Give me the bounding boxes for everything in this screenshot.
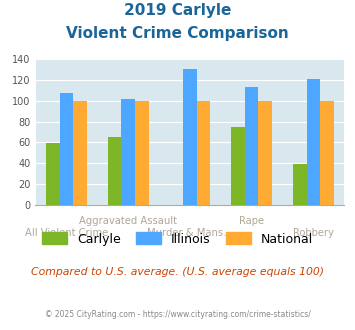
Bar — [108, 137, 121, 205]
Text: Rape: Rape — [239, 216, 264, 226]
Text: 2019 Carlyle: 2019 Carlyle — [124, 3, 231, 18]
Bar — [197, 101, 210, 205]
Legend: Carlyle, Illinois, National: Carlyle, Illinois, National — [37, 227, 318, 250]
Text: Violent Crime Comparison: Violent Crime Comparison — [66, 26, 289, 41]
Bar — [183, 69, 197, 205]
Bar — [307, 79, 320, 205]
Bar — [46, 144, 60, 205]
Bar — [245, 87, 258, 205]
Text: © 2025 CityRating.com - https://www.cityrating.com/crime-statistics/: © 2025 CityRating.com - https://www.city… — [45, 310, 310, 319]
Bar — [320, 101, 334, 205]
Text: Murder & Mans...: Murder & Mans... — [147, 228, 233, 238]
Bar — [73, 101, 87, 205]
Text: Compared to U.S. average. (U.S. average equals 100): Compared to U.S. average. (U.S. average … — [31, 267, 324, 277]
Text: All Violent Crime: All Violent Crime — [25, 228, 108, 238]
Bar — [293, 164, 307, 205]
Bar — [60, 93, 73, 205]
Bar — [231, 127, 245, 205]
Text: Robbery: Robbery — [293, 228, 334, 238]
Text: Aggravated Assault: Aggravated Assault — [79, 216, 177, 226]
Bar — [121, 99, 135, 205]
Bar — [258, 101, 272, 205]
Bar — [135, 101, 148, 205]
